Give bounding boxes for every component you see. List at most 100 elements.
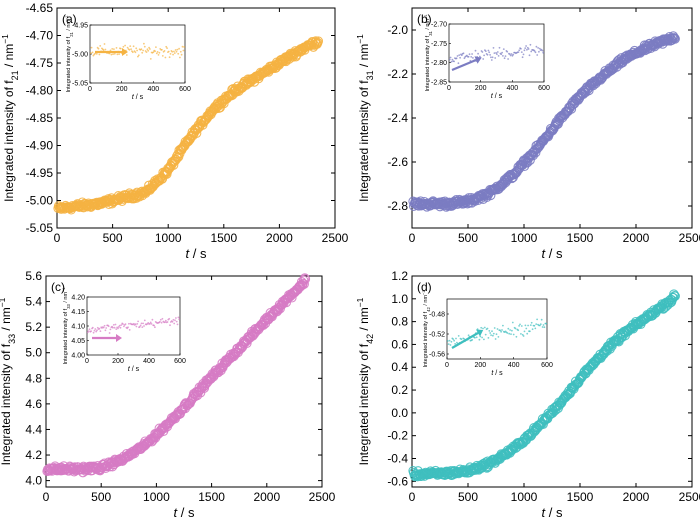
inset-data-point (122, 323, 124, 325)
inset-data-point (507, 58, 509, 60)
panel-label: (a) (62, 12, 77, 26)
y-tick-label: 5.2 (25, 320, 42, 334)
data-point (670, 34, 680, 44)
y-axis-title: Integrated intensity of f21 / nm−1 (0, 34, 20, 202)
inset-data-point (179, 50, 182, 53)
inset-data-point (161, 55, 164, 57)
inset-data-point (499, 329, 502, 332)
inset-data-point (508, 332, 511, 335)
x-axis-title-var: t (186, 246, 191, 261)
inset-data-point (177, 316, 180, 319)
inset-data-point (496, 51, 499, 53)
inset-data-point (446, 340, 449, 342)
inset-data-point (486, 327, 489, 330)
inset-data-point (103, 324, 106, 327)
inset-data-point (157, 54, 160, 56)
inset-data-point (496, 53, 498, 55)
inset-data-point (171, 320, 174, 323)
inset-x-tick-label: 600 (541, 362, 553, 369)
inset-data-point (467, 334, 470, 337)
x-tick-label: 1500 (198, 490, 225, 504)
inset-data-point (490, 334, 492, 336)
inset-data-point (134, 51, 137, 54)
inset-y-title-subscript: 21 (69, 31, 74, 36)
inset-data-point (510, 53, 513, 55)
inset-data-point (117, 327, 119, 330)
y-axis-title-subscript: 42 (365, 334, 375, 344)
inset-data-point (493, 327, 496, 329)
inset-data-point (141, 51, 144, 54)
panel-label: (c) (51, 280, 65, 294)
inset-data-point (471, 339, 474, 341)
x-tick-label: 1000 (143, 490, 170, 504)
inset-data-point (486, 53, 489, 56)
inset-data-point (534, 51, 537, 54)
y-tick-label: 1.2 (391, 269, 408, 283)
inset-data-point (502, 48, 505, 50)
inset-data-point (457, 335, 460, 337)
inset-x-title-unit: / s (134, 94, 144, 101)
x-tick-label: 2500 (679, 490, 700, 504)
y-tick-label: -4.80 (26, 84, 54, 98)
x-axis-title: t / s (542, 246, 563, 261)
inset-y-title-subscript: 31 (428, 30, 433, 35)
x-tick-label: 0 (409, 231, 416, 245)
inset-arrow-head (474, 56, 482, 64)
inset-data-point (90, 46, 93, 49)
inset-data-point (523, 49, 526, 52)
y-tick-label: 4.2 (25, 448, 42, 462)
inset-data-point (502, 55, 504, 57)
inset-data-point (140, 48, 143, 51)
inset-data-point (478, 338, 481, 341)
inset-data-point (164, 319, 167, 322)
inset-data-point (161, 48, 163, 51)
inset-y-tick-label: -2.70 (431, 22, 447, 29)
inset-x-title-unit: / s (493, 370, 503, 377)
inset-y-tick-label: -0.48 (429, 312, 445, 319)
inset-data-point (496, 328, 499, 330)
inset-data-point (115, 47, 118, 49)
inset-x-tick-label: 600 (538, 85, 550, 92)
x-tick-label: 2500 (309, 490, 336, 504)
inset-data-point (156, 51, 159, 53)
inset-data-point (137, 320, 140, 323)
data-point (531, 140, 542, 151)
inset-data-point (128, 48, 131, 51)
x-tick-label: 1000 (155, 231, 182, 245)
data-point (665, 298, 675, 308)
inset-data-point (91, 51, 94, 54)
inset-data-point (151, 318, 154, 321)
x-tick-label: 2000 (623, 490, 650, 504)
inset-x-tick-label: 0 (88, 86, 92, 93)
inset-data-point (456, 341, 458, 344)
inset-data-point (482, 327, 484, 330)
inset-y-tick-label: 4.15 (71, 309, 85, 316)
inset-data-point (537, 47, 539, 49)
inset-data-point (488, 330, 491, 332)
x-axis-title-unit: / s (545, 246, 563, 261)
inset-data-point (519, 323, 521, 326)
inset-data-point (120, 324, 123, 326)
inset-data-point (491, 330, 493, 333)
inset-data-point (524, 324, 527, 327)
inset-data-point (152, 51, 155, 53)
inset-data-point (508, 53, 511, 55)
inset-y-title-part: Integrated intensity of f (63, 308, 69, 364)
inset-data-point (453, 60, 455, 63)
inset-data-point (471, 53, 473, 55)
y-axis-title-exponent: −1 (0, 34, 10, 44)
inset-data-point (94, 52, 96, 55)
inset-data-point (124, 323, 127, 325)
inset-data-point (128, 329, 131, 331)
inset-data-point (462, 52, 465, 55)
y-axis-title-part: Integrated intensity of f (357, 80, 371, 202)
inset-data-point (111, 48, 114, 50)
x-tick-label: 2000 (623, 231, 650, 245)
inset-data-point (112, 53, 114, 55)
inset-y-title-exponent: −1 (424, 15, 428, 19)
inset-data-point (105, 327, 108, 329)
inset-data-point (149, 322, 151, 325)
inset-data-point (163, 50, 166, 52)
data-point (668, 292, 679, 303)
inset-y-title-part: Integrated intensity of f (423, 311, 429, 367)
